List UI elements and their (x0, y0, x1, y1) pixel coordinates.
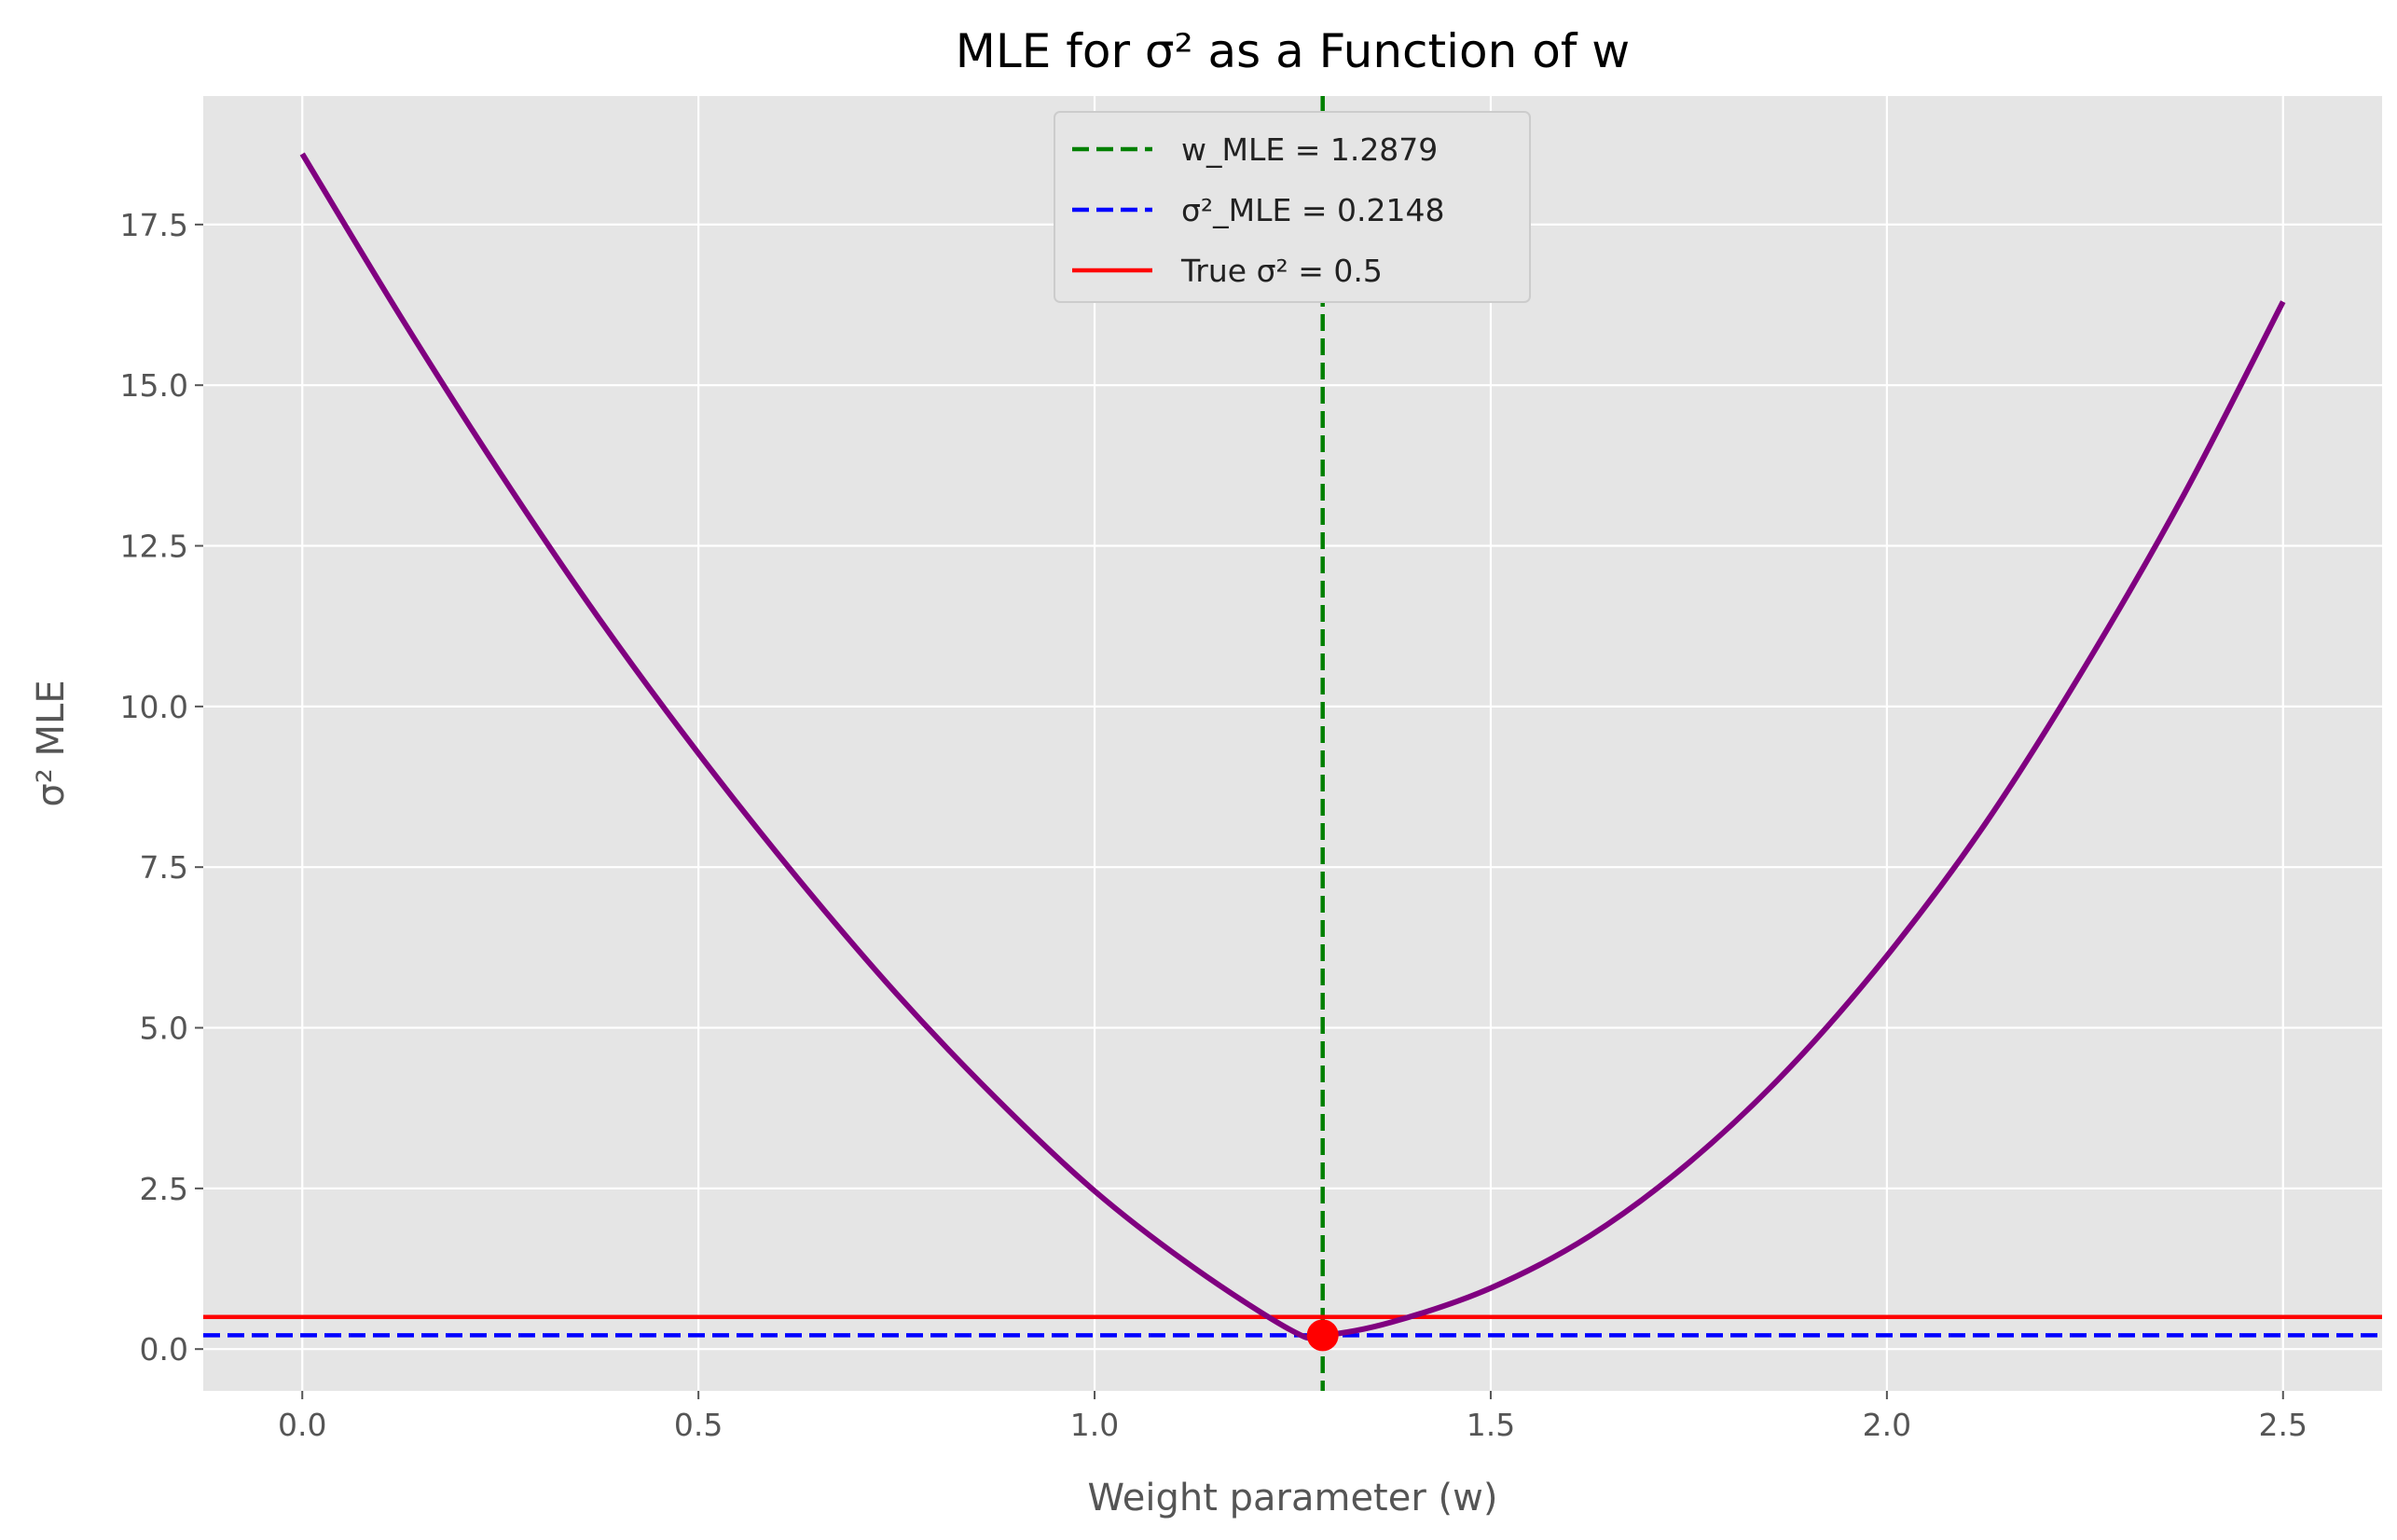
x-tick-label: 2.0 (1863, 1407, 1911, 1443)
y-tick-label: 12.5 (120, 529, 188, 565)
series-layer (203, 96, 2382, 1391)
y-tick-label: 0.0 (140, 1331, 188, 1368)
legend-frame (1054, 111, 1531, 303)
y-tick-label: 17.5 (120, 207, 188, 243)
x-tick-label: 0.0 (278, 1407, 326, 1443)
x-tick-label: 1.5 (1467, 1407, 1515, 1443)
legend-label: w_MLE = 1.2879 (1181, 131, 1438, 168)
chart-title: MLE for σ² as a Function of w (956, 24, 1630, 78)
y-tick-label: 10.0 (120, 689, 188, 725)
x-axis-label: Weight parameter (w) (1088, 1477, 1498, 1519)
plot-area (203, 96, 2382, 1391)
x-tick-label: 2.5 (2259, 1407, 2307, 1443)
sigma-curve (299, 152, 2286, 1341)
y-tick-label: 2.5 (140, 1171, 188, 1207)
legend: w_MLE = 1.2879 σ²_MLE = 0.2148 True σ² = 0… (1054, 111, 1531, 303)
legend-label: σ²_MLE = 0.2148 (1181, 192, 1444, 228)
minimum-point (1306, 1319, 1339, 1352)
y-tick-label: 15.0 (120, 367, 188, 404)
y-tick-label: 5.0 (140, 1011, 188, 1047)
legend-label: True σ² = 0.5 (1180, 253, 1383, 289)
x-tick-label: 1.0 (1070, 1407, 1119, 1443)
y-tick-label: 7.5 (140, 849, 188, 886)
y-axis-label: σ² MLE (30, 680, 73, 806)
axis-ticks: 0.0 0.5 1.0 1.5 2.0 2.5 0.0 2.5 5.0 7.5 10.0 12.5 15… (120, 207, 2307, 1443)
x-tick-label: 0.5 (674, 1407, 723, 1443)
